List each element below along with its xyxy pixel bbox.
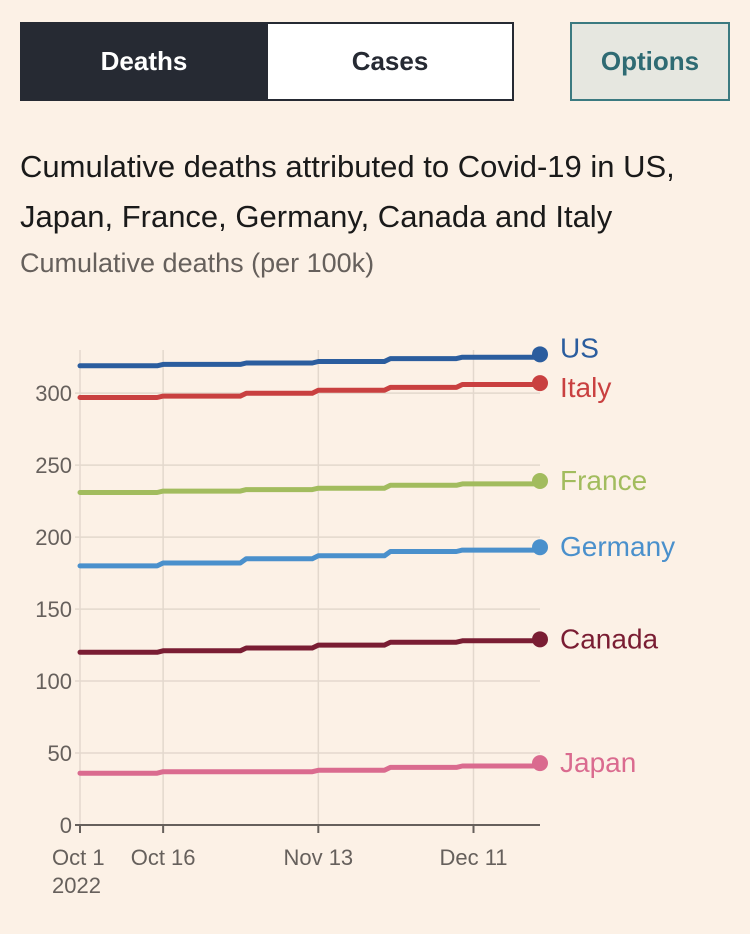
series-line-italy: [77, 380, 543, 400]
series-label-france: France: [560, 465, 647, 496]
y-tick-label: 200: [35, 525, 72, 550]
x-tick-label: Dec 11: [439, 845, 507, 870]
tab-cases[interactable]: Cases: [268, 22, 514, 101]
metric-tabs: Deaths Cases: [20, 22, 514, 101]
y-tick-label: 300: [35, 381, 72, 406]
tab-deaths[interactable]: Deaths: [20, 22, 268, 101]
series-end-marker-italy: [532, 375, 548, 392]
x-tick-label: Oct 16: [131, 845, 196, 870]
line-chart: 0 50 100 150 200 250 300 Oct 1 2022 Oct 16 Nov 13 D…: [35, 332, 675, 898]
x-tick-label: Oct 1: [52, 845, 105, 870]
y-tick-label: 250: [35, 453, 72, 478]
series-label-canada: Canada: [560, 623, 659, 654]
series-line-us: [77, 351, 543, 369]
series-end-marker-japan: [532, 755, 548, 772]
y-tick-label: 100: [35, 669, 72, 694]
series-end-marker-france: [532, 472, 548, 489]
x-tick-label: Nov 13: [283, 845, 353, 870]
chart-subtitle: Cumulative deaths (per 100k): [20, 248, 375, 278]
series-line-canada: [77, 636, 543, 655]
series-label-japan: Japan: [560, 747, 636, 778]
series-end-marker-us: [532, 346, 548, 363]
y-tick-label: 0: [60, 813, 72, 838]
series-line-france: [77, 478, 543, 495]
options-button[interactable]: Options: [570, 22, 730, 101]
series-end-marker-canada: [532, 631, 548, 648]
series-label-italy: Italy: [560, 372, 611, 403]
series-line-japan: [77, 760, 543, 776]
chart-title: Cumulative deaths attributed to Covid-19…: [20, 149, 675, 234]
series-label-us: US: [560, 332, 599, 363]
series-label-germany: Germany: [560, 531, 675, 562]
x-tick-year-label: 2022: [52, 873, 101, 898]
y-tick-label: 50: [48, 741, 72, 766]
y-tick-label: 150: [35, 597, 72, 622]
series-end-marker-germany: [532, 539, 548, 556]
series-line-germany: [77, 544, 543, 569]
